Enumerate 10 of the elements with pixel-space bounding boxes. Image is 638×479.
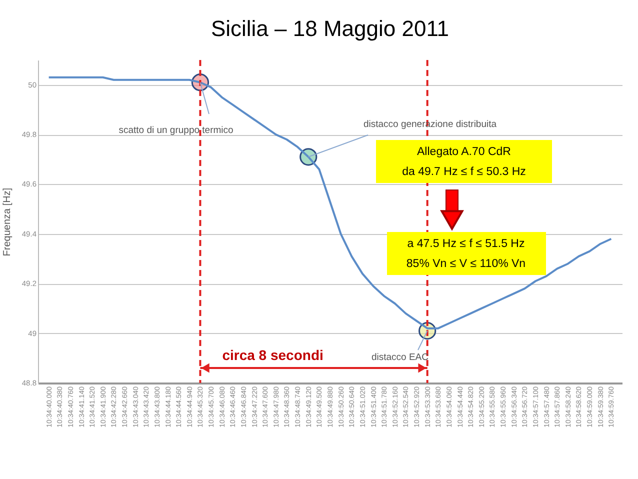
annotation: da 49.7 Hz ≤ f ≤ 50.3 Hz — [402, 166, 526, 178]
annotation: Allegato A.70 CdR — [417, 146, 511, 158]
annotation: distacco generazione distribuita — [363, 119, 498, 130]
annotation: a 47.5 Hz ≤ f ≤ 51.5 Hz — [407, 238, 525, 250]
annotation: circa 8 secondi — [222, 347, 324, 363]
annotation: distacco EAC — [371, 352, 429, 363]
y-axis-title: Frequenza [Hz] — [2, 188, 13, 256]
chart-title: Sicilia – 18 Maggio 2011 — [210, 16, 450, 41]
annotation: 85% Vn ≤ V ≤ 110% Vn — [406, 258, 526, 270]
annotation: scatto di un gruppo termico — [118, 125, 234, 136]
